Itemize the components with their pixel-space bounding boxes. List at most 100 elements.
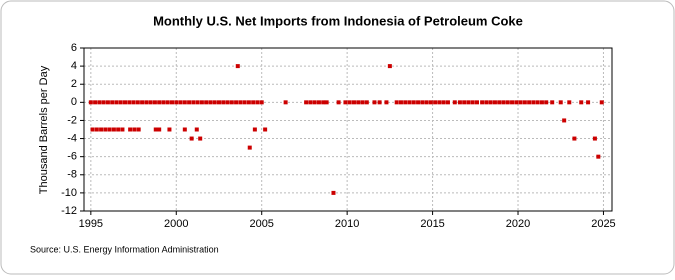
point (105, 100, 110, 105)
point (321, 100, 326, 105)
point (497, 100, 502, 105)
point (234, 100, 239, 105)
point (111, 127, 116, 132)
point (116, 127, 121, 132)
point (364, 100, 369, 105)
point (492, 100, 497, 105)
point (110, 100, 115, 105)
point (316, 100, 321, 105)
point (242, 100, 247, 105)
point (312, 100, 317, 105)
point (127, 100, 132, 105)
point (167, 127, 172, 132)
point (572, 136, 577, 141)
point (433, 100, 438, 105)
point (550, 100, 555, 105)
point (462, 100, 467, 105)
point (356, 100, 361, 105)
point (153, 127, 158, 132)
point (252, 127, 257, 132)
y-tick-label: -4 (67, 132, 77, 144)
point (88, 100, 93, 105)
point (403, 100, 408, 105)
y-axis-label: Thousand Barrels per Day (38, 65, 50, 194)
x-tick-label: 2000 (164, 218, 188, 230)
x-tick-label: 2020 (506, 218, 530, 230)
point (235, 64, 240, 69)
point (99, 127, 104, 132)
point (599, 100, 604, 105)
point (424, 100, 429, 105)
point (505, 100, 510, 105)
point (437, 100, 442, 105)
point (384, 100, 389, 105)
point (191, 100, 196, 105)
y-tick-label: 4 (71, 60, 77, 72)
point (170, 100, 174, 105)
point (470, 100, 475, 105)
point (484, 100, 489, 105)
y-tick-label: -2 (67, 114, 77, 126)
y-tick-label: 0 (71, 96, 77, 108)
point (360, 100, 365, 105)
chart-title: Monthly U.S. Net Imports from Indonesia … (153, 13, 523, 28)
point (195, 100, 200, 105)
y-tick-label: 6 (71, 42, 77, 54)
point (445, 100, 450, 105)
point (475, 100, 480, 105)
point (596, 154, 601, 159)
point (336, 100, 341, 105)
y-tick-label: -10 (61, 187, 77, 199)
point (229, 100, 234, 105)
point (539, 100, 544, 105)
point (514, 100, 519, 105)
point (204, 100, 209, 105)
point (182, 100, 187, 105)
point (544, 100, 549, 105)
point (221, 100, 226, 105)
point (251, 100, 256, 105)
point (107, 127, 112, 132)
point (187, 100, 192, 105)
point (131, 100, 136, 105)
point (152, 100, 157, 105)
point (347, 100, 352, 105)
point (178, 100, 183, 105)
point (135, 100, 140, 105)
point (579, 100, 584, 105)
x-tick-label: 1995 (79, 218, 103, 230)
point (144, 100, 149, 105)
point (199, 100, 204, 105)
point (182, 127, 187, 132)
point (216, 100, 221, 105)
point (94, 127, 99, 132)
point (118, 100, 123, 105)
point (407, 100, 412, 105)
point (518, 100, 523, 105)
plot-border (83, 47, 613, 212)
point (441, 100, 446, 105)
y-tick-label: -6 (67, 151, 77, 163)
point (457, 100, 462, 105)
point (343, 100, 348, 105)
point (93, 100, 98, 105)
point (148, 100, 153, 105)
point (128, 127, 133, 132)
x-tick-label: 2010 (335, 218, 359, 230)
point (308, 100, 313, 105)
point (212, 100, 217, 105)
point (510, 100, 515, 105)
point (247, 145, 252, 150)
point (522, 100, 527, 105)
point (101, 100, 106, 105)
point (198, 136, 203, 141)
point (225, 100, 230, 105)
source: Source: U.S. Energy Information Administ… (30, 244, 219, 254)
point (535, 100, 540, 105)
point (592, 136, 597, 141)
point (558, 100, 563, 105)
point (208, 100, 213, 105)
point (586, 100, 591, 105)
